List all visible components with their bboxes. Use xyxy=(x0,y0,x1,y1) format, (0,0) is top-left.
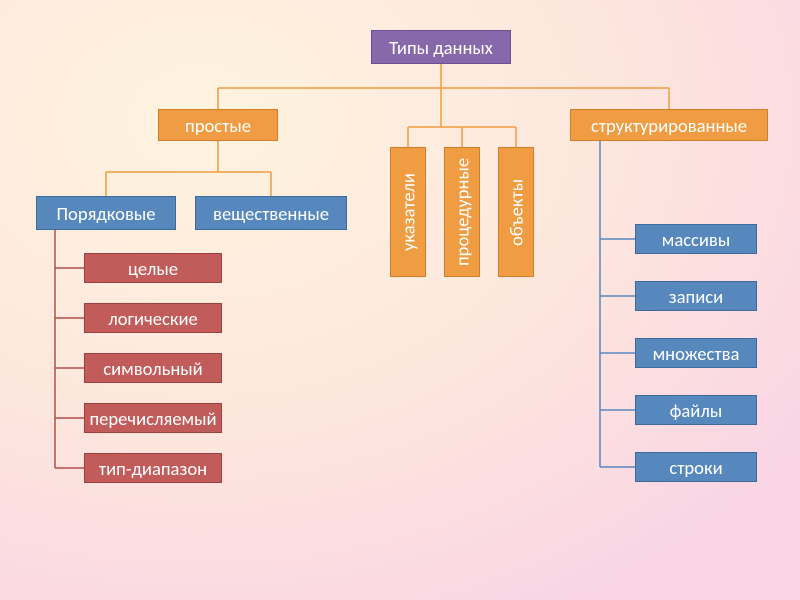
node-char: символьный xyxy=(84,353,222,383)
node-label: Порядковые xyxy=(56,202,155,225)
node-label: строки xyxy=(669,456,722,479)
node-bool: логические xyxy=(84,303,222,333)
diagram-canvas: Типы данных простые структурированные указа… xyxy=(0,0,800,600)
node-label: тип-диапазон xyxy=(99,457,207,480)
node-objects: объекты xyxy=(498,147,534,277)
node-label: указатели xyxy=(397,173,420,251)
node-label: записи xyxy=(669,285,723,308)
node-label: символьный xyxy=(103,357,202,380)
node-label: Типы данных xyxy=(389,36,493,59)
node-label: перечисляемый xyxy=(89,407,216,430)
node-records: записи xyxy=(635,281,757,311)
node-label: массивы xyxy=(662,228,730,251)
node-label: множества xyxy=(653,342,740,365)
node-sets: множества xyxy=(635,338,757,368)
node-label: вещественные xyxy=(213,202,329,225)
node-strings: строки xyxy=(635,452,757,482)
node-ordinal: Порядковые xyxy=(36,196,176,230)
node-label: объекты xyxy=(505,178,528,245)
node-pointers: указатели xyxy=(390,147,426,277)
node-label: простые xyxy=(185,114,251,137)
node-label: процедурные xyxy=(451,158,474,266)
node-root: Типы данных xyxy=(371,30,511,64)
node-label: логические xyxy=(108,307,198,330)
node-int: целые xyxy=(84,253,222,283)
node-simple: простые xyxy=(158,109,278,141)
node-structured: структурированные xyxy=(570,109,768,141)
node-enum: перечисляемый xyxy=(84,403,222,433)
node-label: целые xyxy=(128,257,178,280)
node-label: файлы xyxy=(670,399,722,422)
node-range: тип-диапазон xyxy=(84,453,222,483)
node-real: вещественные xyxy=(195,196,347,230)
node-files: файлы xyxy=(635,395,757,425)
node-label: структурированные xyxy=(591,114,747,137)
node-procedural: процедурные xyxy=(444,147,480,277)
node-arrays: массивы xyxy=(635,224,757,254)
